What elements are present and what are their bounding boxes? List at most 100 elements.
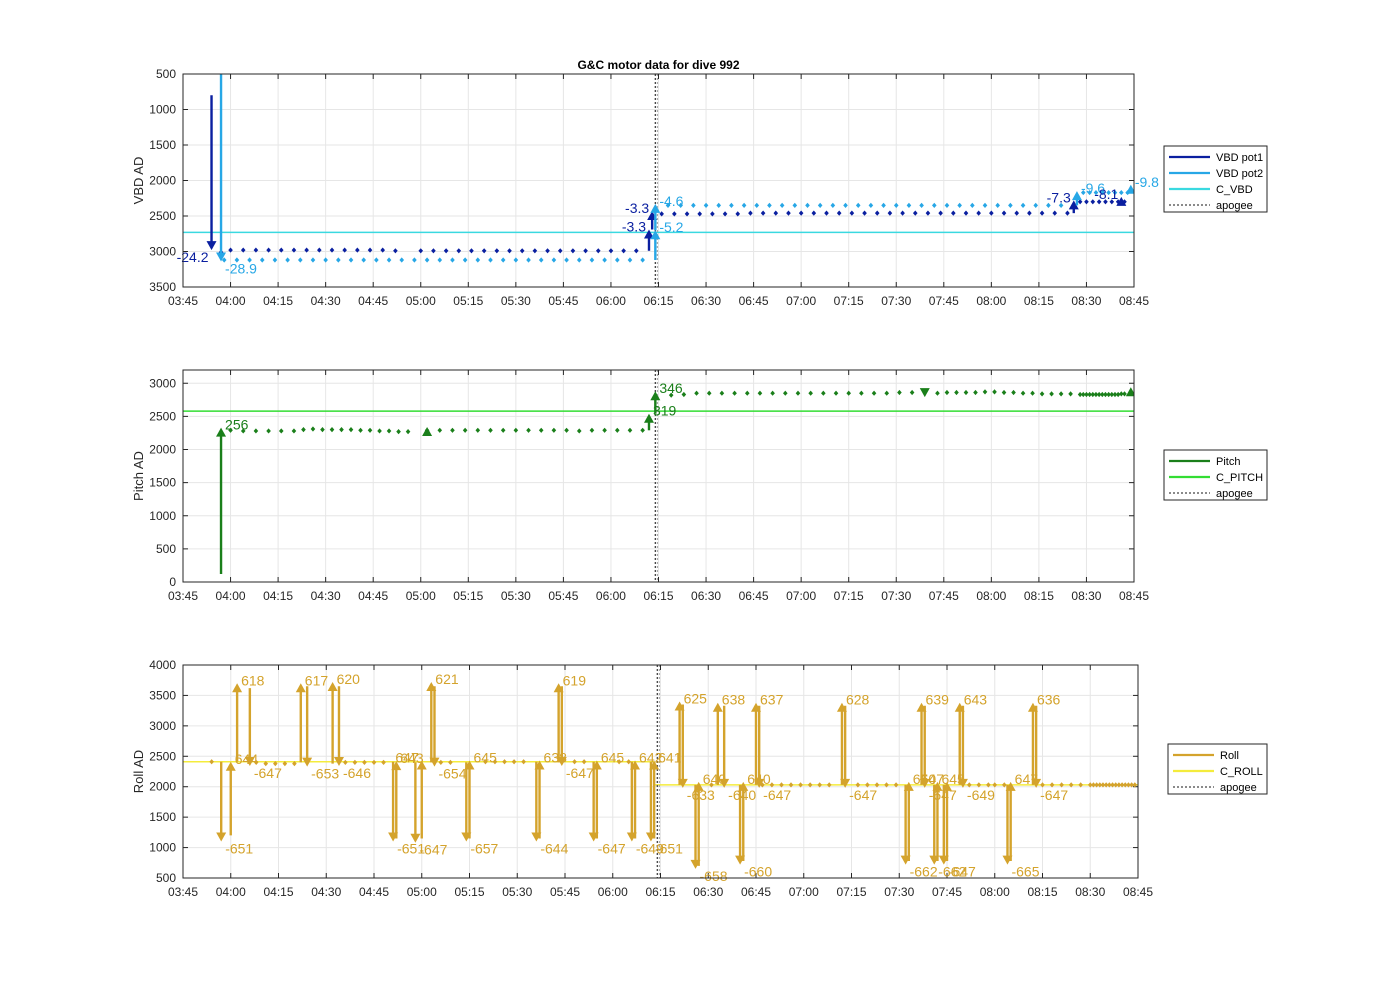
data-point [748,210,753,216]
data-point [1107,782,1112,788]
data-point [1096,199,1102,205]
y-tick-label: 2000 [149,780,176,794]
data-point [982,389,988,395]
motor-move-arrow [391,761,402,839]
data-point [564,427,569,433]
x-tick-label: 08:45 [1123,885,1153,899]
x-tick-label: 06:45 [739,294,769,308]
data-point [310,257,316,263]
data-point [1020,202,1026,208]
arrow-head [591,760,602,770]
data-point [912,210,918,216]
data-point [678,202,683,208]
data-point [282,760,288,767]
legend-label: Pitch [1216,456,1240,468]
data-point [788,782,794,788]
arrow-head [650,391,661,401]
data-point [396,429,401,435]
motor-move-label: -646 [343,765,371,781]
data-point [488,427,493,433]
data-point [909,389,915,396]
motor-move-label: -658 [700,868,728,884]
data-point [769,782,775,788]
motor-move-arrow [216,74,227,262]
arrow-head [919,778,930,788]
motor-move-label: 638 [722,692,746,708]
data-point [502,759,507,765]
data-point [874,782,880,788]
series-vbd-pot1 [218,199,1127,255]
data-point [602,427,607,433]
data-point [1116,782,1122,788]
data-point [386,257,392,263]
data-point [874,210,880,216]
y-axis-label: Roll AD [131,750,146,793]
data-point [1020,390,1026,396]
data-point [919,202,924,208]
arrow-head [464,760,475,770]
data-point [336,257,341,263]
y-tick-label: 1500 [149,810,176,824]
legend-label: VBD pot2 [1216,168,1263,180]
data-point [1077,391,1083,398]
arrow-head [327,682,338,692]
data-point [672,211,677,217]
data-point [1113,782,1119,788]
data-point [954,389,959,396]
data-point [572,759,577,765]
motor-move-label: 625 [684,691,708,707]
x-tick-label: 08:45 [1119,589,1149,603]
y-tick-label: 4000 [149,658,176,672]
x-tick-label: 05:30 [502,885,532,899]
x-tick-label: 04:30 [311,885,341,899]
data-point [343,759,348,765]
data-point [1033,202,1039,208]
data-point [779,202,785,208]
motor-move-arrow [754,705,765,788]
data-point [1119,782,1125,788]
data-point [507,248,512,254]
data-point [551,427,557,433]
x-tick-label: 03:45 [168,589,198,603]
data-point [1058,391,1064,397]
data-point [906,202,912,208]
x-tick-label: 07:30 [881,294,911,308]
x-tick-label: 05:15 [453,589,483,603]
data-point [887,210,893,216]
data-point [634,248,639,254]
data-point [735,211,741,217]
motor-move-label: -649 [636,840,664,856]
data-point [836,210,842,216]
y-tick-label: 3000 [149,719,176,733]
data-point [381,759,386,765]
x-tick-label: 04:45 [359,885,389,899]
data-point [1096,391,1102,398]
data-point [1084,391,1089,398]
x-tick-label: 05:00 [407,885,437,899]
data-point [1052,210,1058,216]
data-point [1084,199,1089,205]
motor-move-arrow [630,760,641,839]
data-point [329,247,335,253]
motor-move-arrow [1031,705,1042,788]
data-point [1103,782,1109,788]
arrow-head [206,241,217,251]
data-point [253,428,259,434]
y-tick-label: 500 [156,542,176,556]
data-point [310,426,316,432]
x-tick-label: 05:45 [550,885,580,899]
data-point [247,257,252,263]
data-point [1100,189,1105,196]
data-point [1109,391,1115,398]
x-tick-label: 04:00 [216,589,246,603]
data-point [513,427,519,433]
motor-move-arrow [650,203,661,231]
arrow-head [840,778,851,788]
x-tick-label: 06:45 [741,885,771,899]
data-point [557,248,563,254]
data-point [616,759,622,765]
data-point [551,257,557,263]
x-tick-label: 08:30 [1071,589,1101,603]
